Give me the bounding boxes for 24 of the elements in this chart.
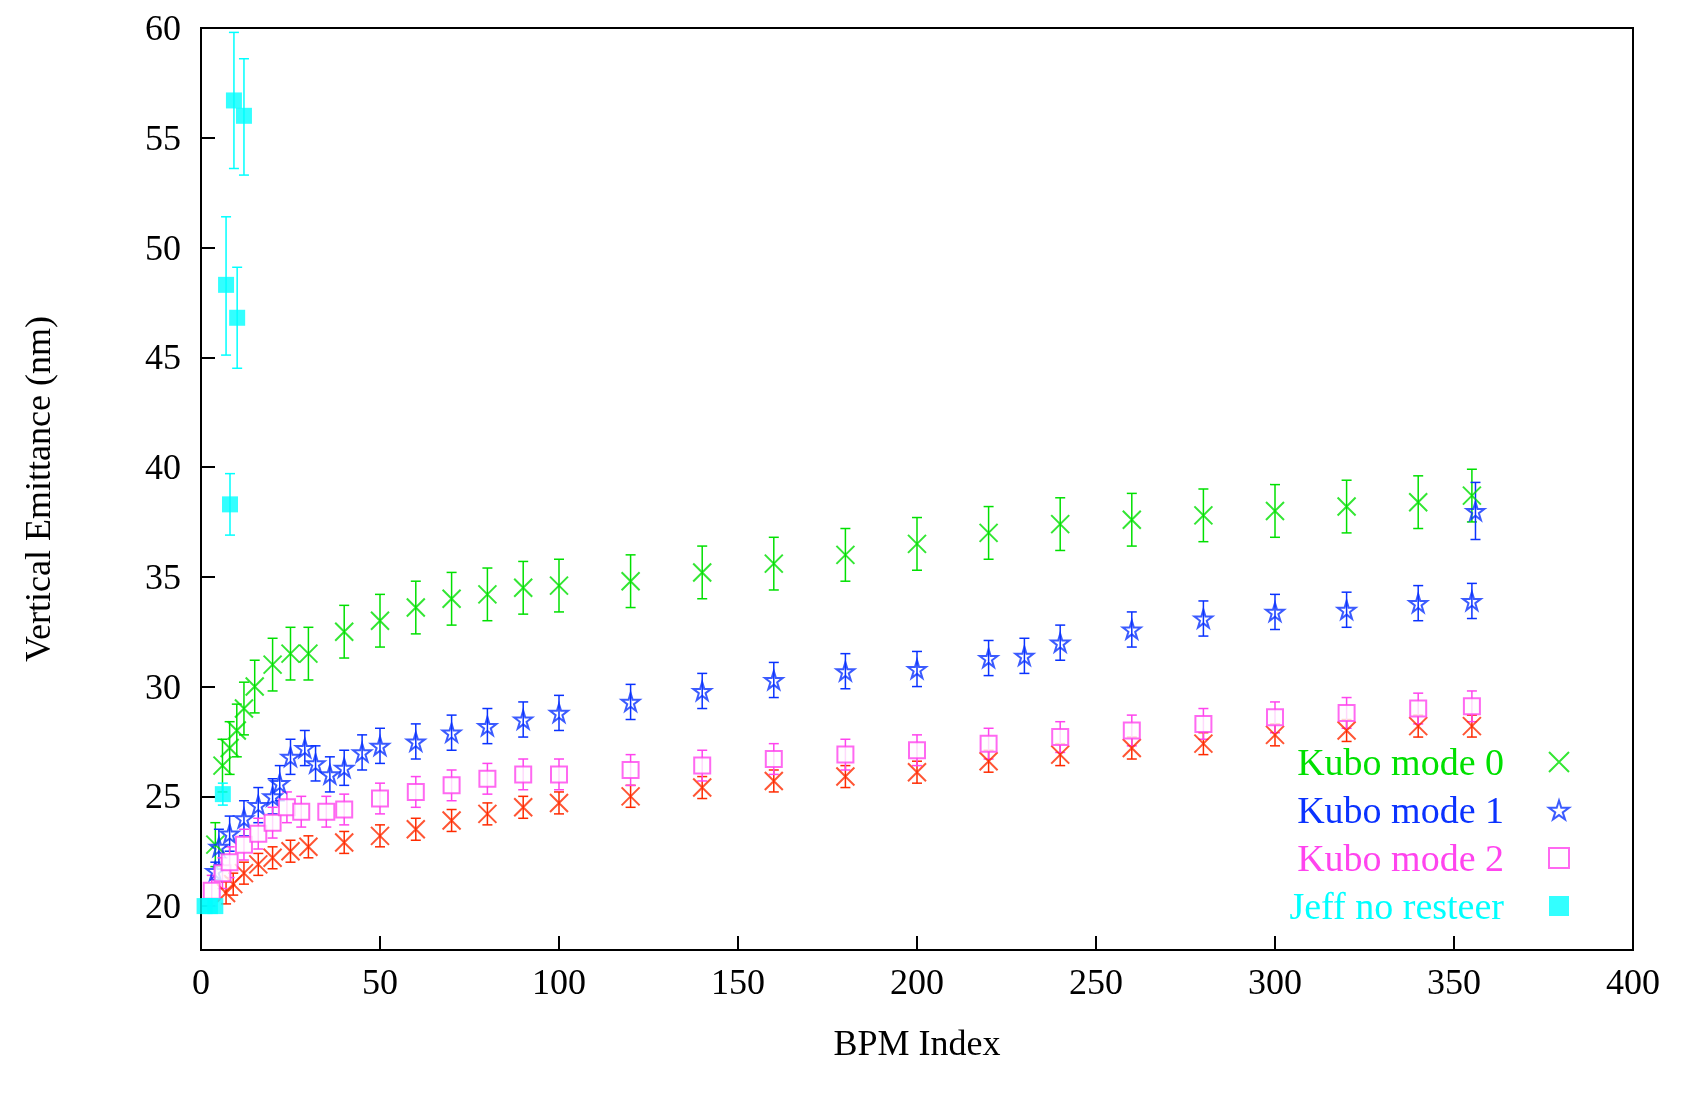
legend-label: Kubo mode 1 <box>1297 789 1504 831</box>
y-tick-label: 45 <box>145 337 181 378</box>
y-tick-label: 35 <box>145 556 181 597</box>
y-axis-title: Vertical Emittance (nm) <box>18 316 58 662</box>
y-tick-label: 40 <box>145 447 181 488</box>
x-tick-label: 300 <box>1248 962 1302 1002</box>
x-tick-label: 100 <box>532 962 586 1002</box>
x-tick-label: 350 <box>1427 962 1481 1002</box>
legend-label: Kubo mode 2 <box>1297 837 1504 879</box>
y-tick-label: 50 <box>145 227 181 268</box>
x-tick-label: 50 <box>362 962 398 1002</box>
x-tick-label: 150 <box>711 962 765 1002</box>
x-tick-label: 400 <box>1606 962 1660 1002</box>
legend-label: Kubo mode 0 <box>1297 741 1504 783</box>
x-tick-label: 0 <box>192 962 210 1002</box>
y-tick-label: 60 <box>145 8 181 48</box>
y-tick-label: 25 <box>145 776 181 817</box>
legend-label: Jeff no resteer <box>1289 885 1505 927</box>
y-tick-label: 20 <box>145 886 181 927</box>
x-axis-title: BPM Index <box>833 1023 1001 1063</box>
x-tick-label: 250 <box>1069 962 1123 1002</box>
y-tick-label: 55 <box>145 117 181 158</box>
y-tick-label: 30 <box>145 666 181 707</box>
x-tick-label: 200 <box>890 962 944 1002</box>
